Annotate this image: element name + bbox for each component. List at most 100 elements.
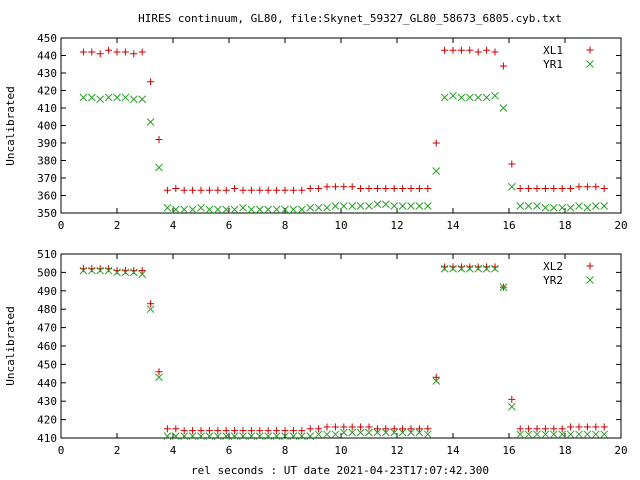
- point-yr2: [407, 428, 415, 437]
- point-yr1: [222, 205, 231, 214]
- point-yr1: [449, 91, 457, 100]
- point-xl1: [474, 48, 482, 56]
- point-yr1: [297, 205, 306, 214]
- bottom-xtick-label: 12: [390, 444, 403, 457]
- point-yr1: [507, 182, 516, 191]
- point-yr1: [171, 205, 180, 214]
- point-xl1: [147, 78, 155, 86]
- point-xl2: [550, 425, 558, 433]
- point-xl1: [214, 186, 222, 194]
- point-xl1: [457, 46, 465, 54]
- point-yr1: [205, 205, 214, 214]
- point-xl2: [147, 300, 155, 308]
- legend-marker-yr2: [586, 276, 594, 284]
- point-xl2: [592, 423, 600, 431]
- point-xl2: [600, 423, 608, 431]
- point-xl2: [264, 427, 272, 435]
- series-yr2: [79, 264, 609, 441]
- top-xtick-label: 4: [170, 219, 177, 232]
- point-yr2: [272, 432, 281, 441]
- point-xl1: [466, 46, 474, 54]
- point-xl2: [424, 425, 432, 433]
- point-xl2: [575, 423, 583, 431]
- point-yr1: [306, 203, 315, 212]
- point-xl1: [281, 186, 289, 194]
- bottom-ytick-label: 480: [37, 303, 57, 316]
- point-yr2: [264, 432, 273, 441]
- point-yr2: [188, 432, 197, 441]
- point-yr2: [121, 268, 130, 277]
- point-yr2: [549, 430, 558, 439]
- point-yr1: [600, 202, 609, 210]
- series-xl1: [79, 46, 608, 194]
- top-xtick-label: 16: [502, 219, 515, 232]
- point-xl1: [113, 48, 121, 56]
- top-xtick-label: 6: [226, 219, 233, 232]
- point-xl1: [163, 186, 171, 194]
- bottom-ytick-label: 410: [37, 432, 57, 445]
- point-xl1: [483, 46, 491, 54]
- point-xl2: [583, 423, 591, 431]
- point-yr1: [415, 202, 424, 210]
- point-xl1: [197, 186, 205, 194]
- point-xl1: [79, 48, 87, 56]
- point-xl2: [180, 427, 188, 435]
- bottom-ytick-label: 430: [37, 395, 57, 408]
- bottom-ytick-label: 470: [37, 322, 57, 335]
- point-yr2: [113, 268, 121, 277]
- point-yr1: [373, 200, 382, 209]
- top-ytick-label: 430: [37, 67, 57, 80]
- point-xl2: [155, 368, 163, 376]
- point-yr1: [314, 203, 323, 212]
- bottom-xtick-label: 14: [446, 444, 460, 457]
- point-xl1: [415, 185, 423, 192]
- top-ytick-label: 440: [37, 50, 57, 63]
- point-yr2: [314, 430, 323, 439]
- legend-marker-xl1: [586, 46, 594, 54]
- bottom-xtick-label: 8: [282, 444, 289, 457]
- top-xtick-label: 14: [446, 219, 460, 232]
- bottom-panel: Uncalibrated 410420430440450460470480490…: [4, 248, 628, 457]
- point-yr2: [297, 432, 306, 441]
- point-xl1: [189, 186, 197, 194]
- point-yr2: [465, 264, 474, 273]
- point-yr1: [407, 202, 415, 210]
- point-yr1: [96, 95, 105, 104]
- point-yr1: [104, 93, 113, 102]
- point-yr1: [398, 202, 407, 210]
- point-xl2: [415, 425, 423, 433]
- point-xl1: [348, 183, 356, 191]
- point-xl1: [121, 48, 129, 56]
- top-xtick-label: 0: [58, 219, 65, 232]
- point-yr1: [213, 205, 222, 214]
- point-yr1: [113, 93, 121, 102]
- point-yr2: [365, 428, 373, 437]
- point-xl2: [315, 425, 323, 433]
- point-yr1: [87, 93, 96, 102]
- point-xl1: [541, 185, 549, 192]
- point-xl2: [541, 425, 549, 433]
- point-yr1: [432, 167, 441, 175]
- top-xtick-label: 12: [390, 219, 403, 232]
- point-xl1: [373, 185, 381, 192]
- point-yr1: [575, 202, 583, 210]
- point-yr2: [255, 432, 264, 441]
- point-xl1: [264, 186, 272, 194]
- bottom-xtick-label: 20: [614, 444, 627, 457]
- point-xl2: [558, 425, 566, 433]
- point-xl2: [525, 425, 533, 433]
- point-yr2: [398, 428, 407, 437]
- bottom-ytick-label: 440: [37, 377, 57, 390]
- point-xl2: [432, 373, 440, 381]
- point-xl1: [382, 185, 390, 192]
- point-xl2: [197, 427, 205, 435]
- point-yr2: [205, 432, 214, 441]
- point-xl1: [222, 186, 230, 194]
- point-xl1: [205, 186, 213, 194]
- point-yr2: [575, 430, 583, 439]
- point-xl1: [432, 139, 440, 147]
- point-yr2: [583, 430, 592, 439]
- point-yr1: [163, 203, 172, 212]
